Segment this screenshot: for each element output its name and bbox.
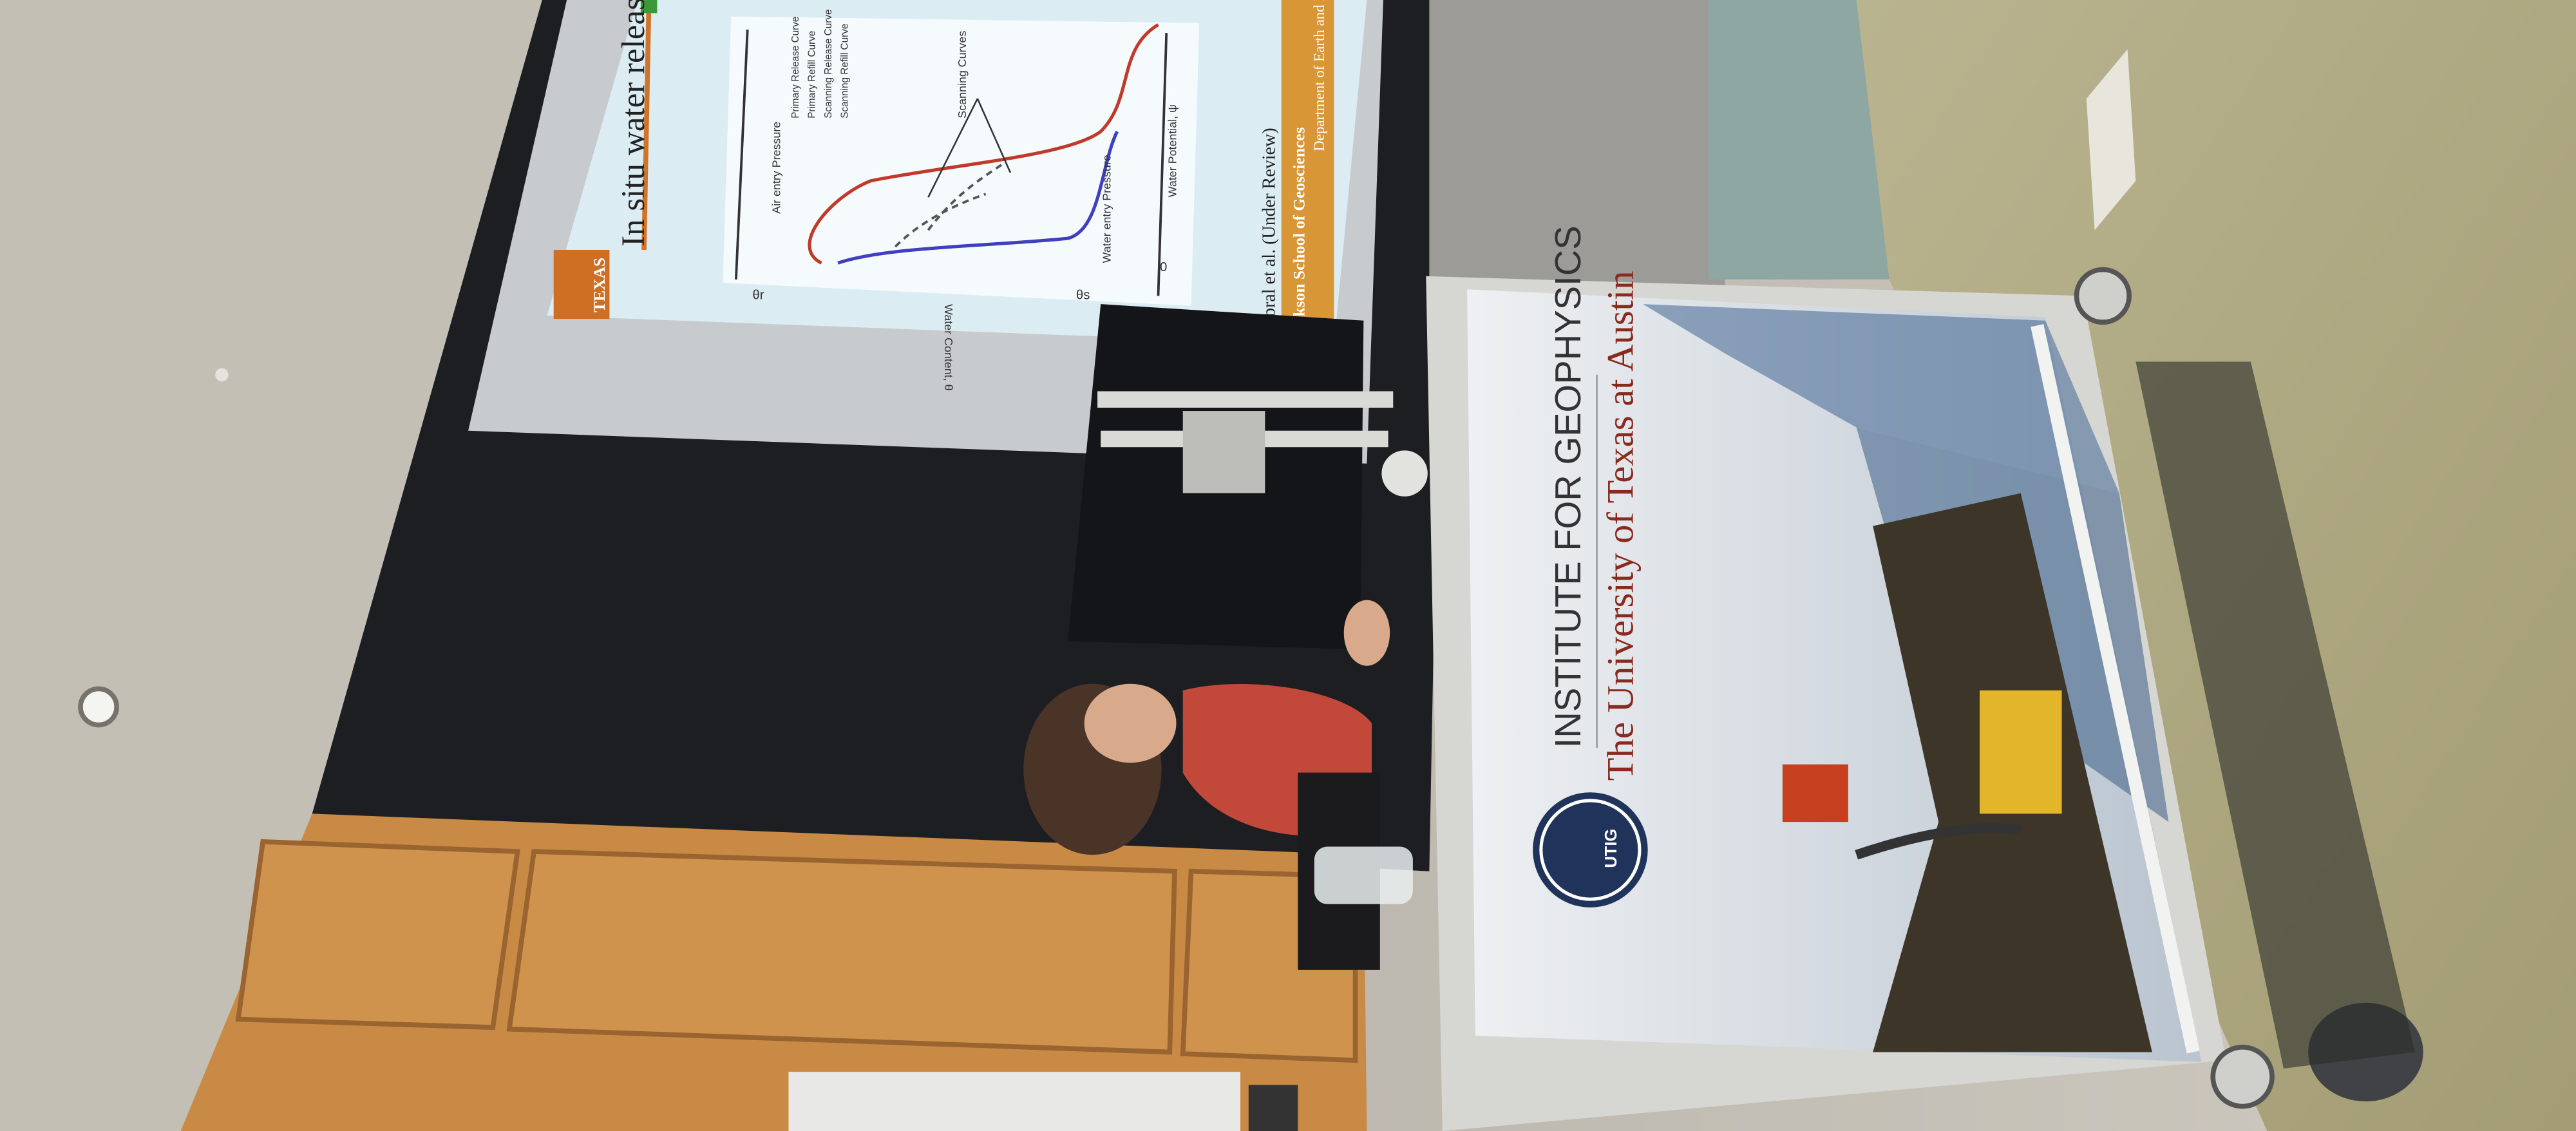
plot-label: Water entry Pressure xyxy=(1100,155,1113,263)
poster-person xyxy=(1855,822,2022,860)
institute-name: INSTITUTE FOR GEOPHYSICS xyxy=(1548,225,1588,748)
side-wall xyxy=(0,0,542,1131)
monitor-arm xyxy=(1097,391,1394,408)
monitor-base xyxy=(1381,450,1428,497)
footer-text: Department of Earth and Planet xyxy=(1311,0,1327,151)
refill-curve xyxy=(837,131,1119,265)
cabinet-panel xyxy=(235,839,520,1031)
water-bottle xyxy=(1314,846,1413,904)
university-name: The University of Texas at Austin xyxy=(1600,271,1642,781)
scanning-curve xyxy=(927,163,1003,231)
person-hands xyxy=(1343,600,1390,666)
title-rule xyxy=(641,0,652,251)
wheel xyxy=(2210,1045,2275,1109)
legend-item: Scanning Release Curve xyxy=(823,10,834,119)
legend-item: Primary Refill Curve xyxy=(806,31,817,119)
axis-title: Water Content, θ xyxy=(942,304,955,390)
floor-sign xyxy=(2086,49,2136,231)
slide-title: In situ water release curves xyxy=(616,0,652,247)
cables xyxy=(1248,1085,1298,1131)
logo-box xyxy=(553,249,610,319)
poster-mountain xyxy=(1643,304,2119,493)
poster-equipment xyxy=(1782,764,1848,822)
axis-tick: 0 xyxy=(1160,260,1167,274)
legend-item: Primary Release Curve xyxy=(790,17,801,119)
citation: Cabral et al. (Under Review) xyxy=(1260,128,1280,337)
footer-text: Jackson School of Geosciences xyxy=(1290,127,1309,340)
pointer xyxy=(927,98,978,198)
slide-logo: TEXAS xyxy=(590,258,609,312)
cabinet-panel xyxy=(506,849,1177,1055)
utig-logo-text: UTIG xyxy=(1602,829,1620,868)
slide-marker xyxy=(640,0,658,14)
utig-logo-ring xyxy=(1539,799,1642,901)
poster-equipment xyxy=(1979,690,2062,814)
axis-line xyxy=(1157,32,1168,296)
footer-band xyxy=(1281,0,1334,349)
teal-wall xyxy=(1709,0,1889,280)
axis-title: Water Potential, ψ xyxy=(1166,104,1179,197)
legend-item: Scanning Refill Curve xyxy=(839,24,850,119)
pointer xyxy=(976,98,1012,173)
podium-shadow xyxy=(2136,361,2415,1069)
plot-label: Scanning Curves xyxy=(956,31,969,119)
back-wall xyxy=(1429,0,1725,288)
axis-tick: θr xyxy=(752,289,764,303)
ceiling-light xyxy=(78,686,119,728)
cabinet-label xyxy=(788,1072,1241,1131)
ceiling-light xyxy=(215,368,229,382)
axis-tick: θs xyxy=(1076,289,1090,303)
utig-logo xyxy=(1533,792,1648,908)
scanning-curve xyxy=(894,193,987,248)
wheel xyxy=(2074,267,2132,325)
plot-label: Air entry Pressure xyxy=(770,122,783,214)
poster-border xyxy=(2031,324,2200,1054)
axis-line xyxy=(734,29,749,280)
person-face xyxy=(1084,683,1177,763)
monitor-mount xyxy=(1182,411,1265,493)
